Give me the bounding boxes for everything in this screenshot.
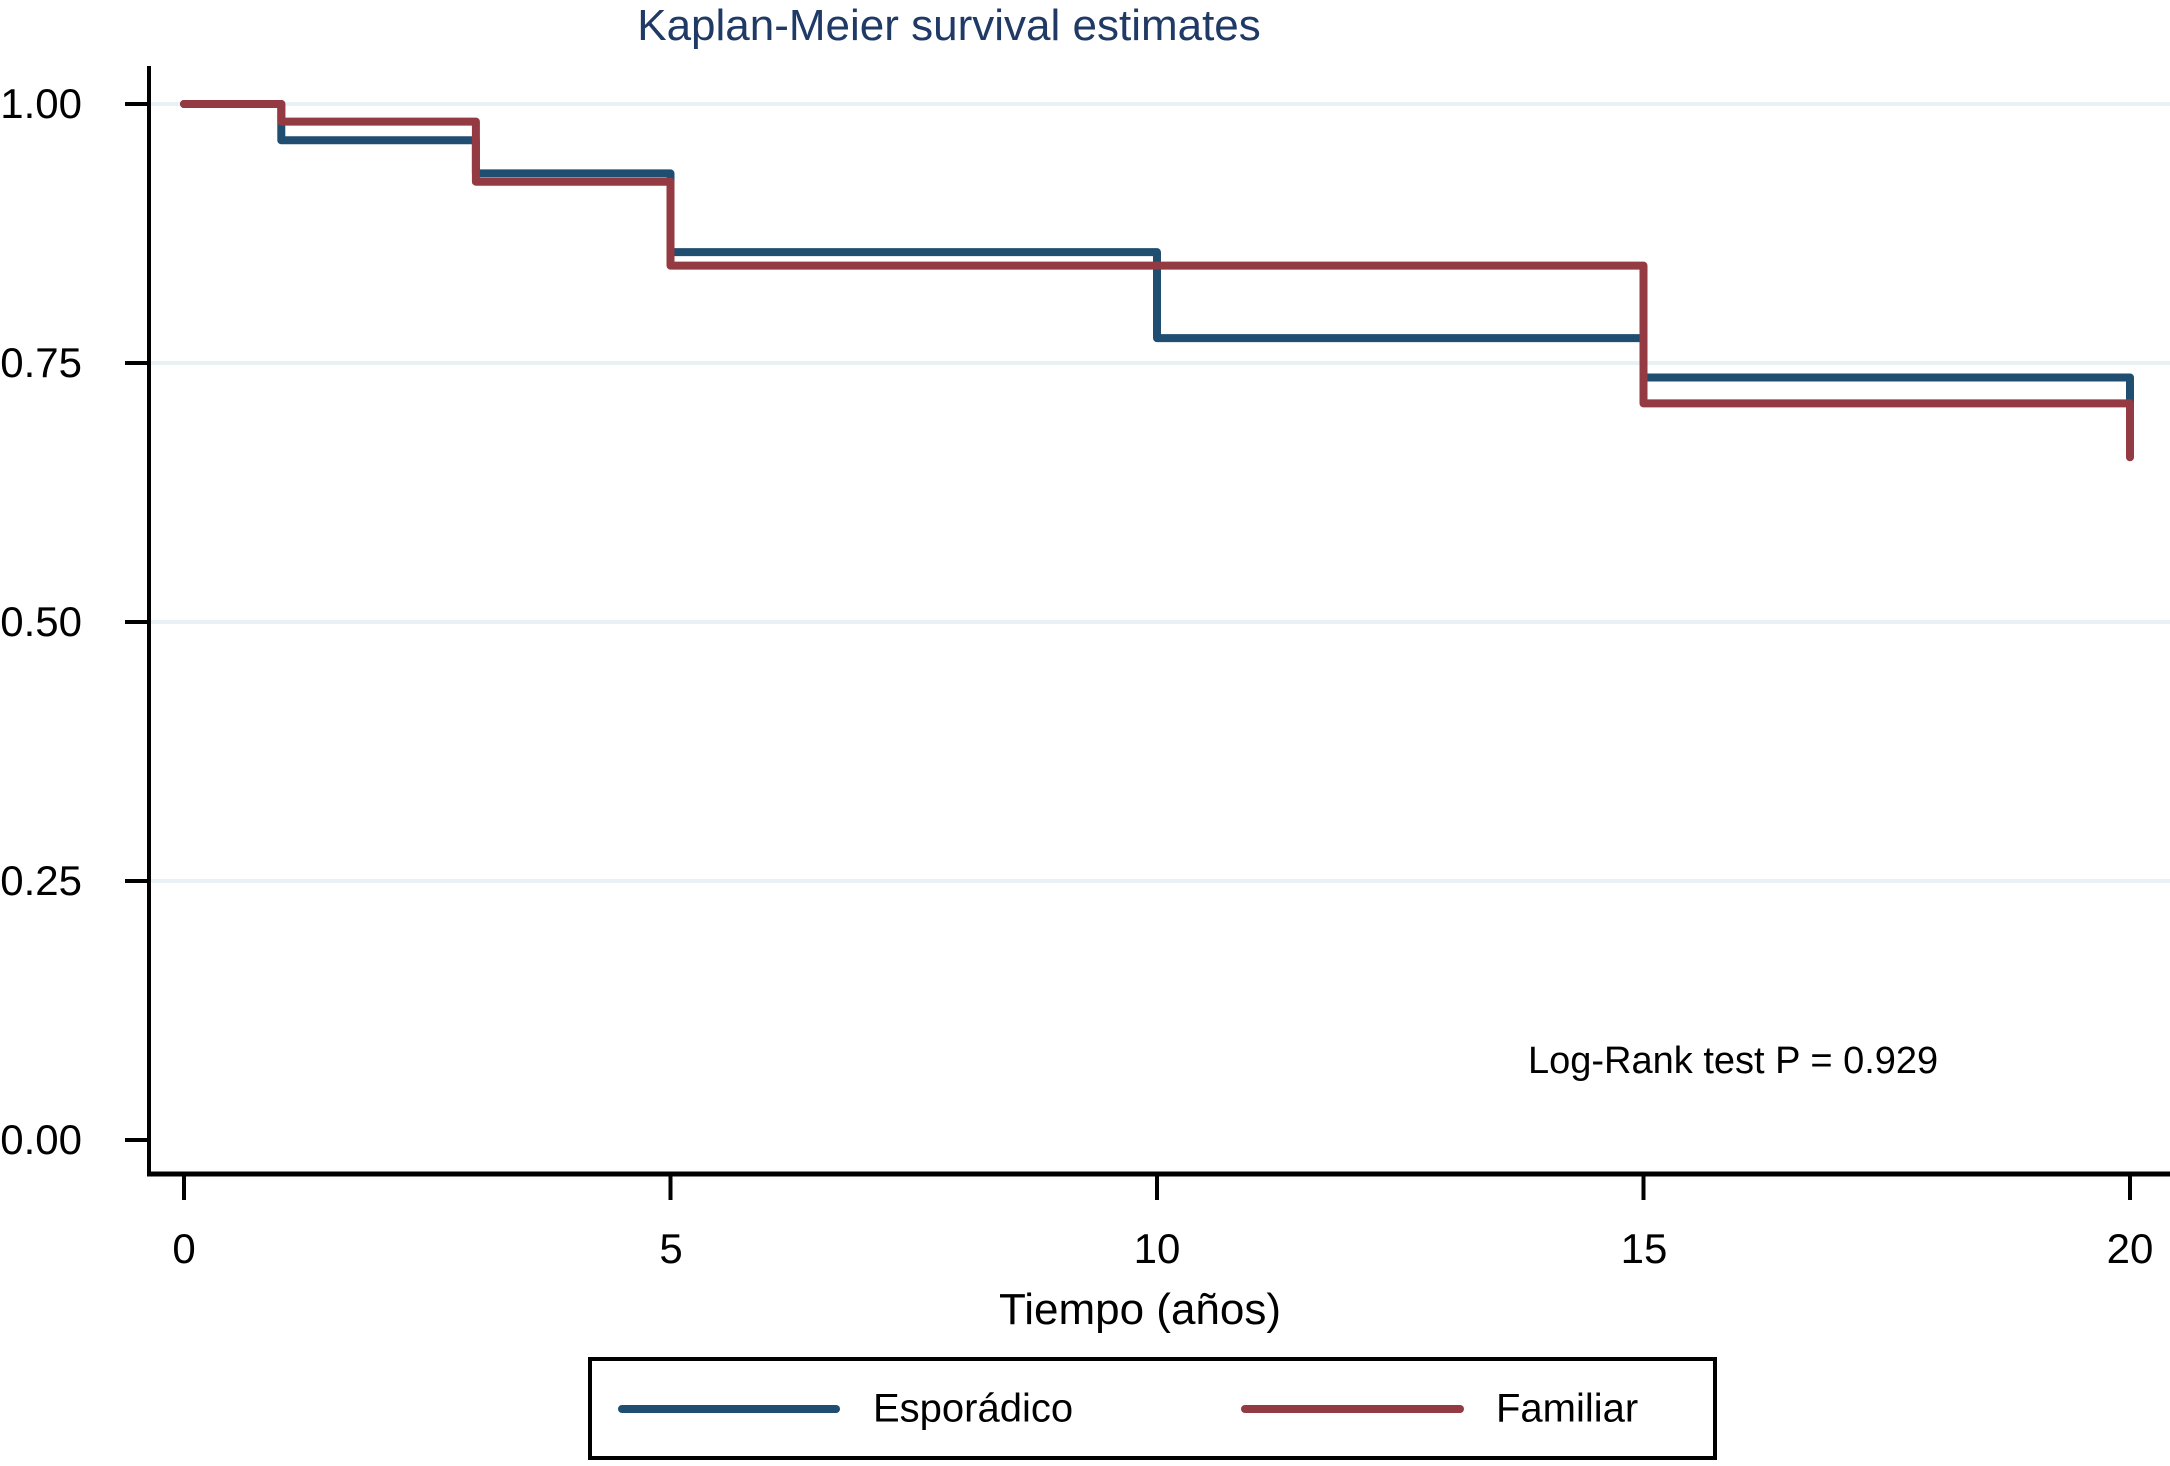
x-axis-title: Tiempo (años) (998, 1285, 1282, 1334)
x-tick-label-20: 20 (2106, 1225, 2154, 1272)
y-tick-label-025: 0.25 (0, 857, 82, 904)
x-tick-label-15: 15 (1620, 1225, 1668, 1272)
x-tick-label-10: 10 (1133, 1225, 1181, 1272)
legend-line-familiar (1241, 1404, 1464, 1413)
log-rank-annotation: Log-Rank test P = 0.929 (1528, 1040, 1939, 1082)
legend-label-familiar: Familiar (1496, 1386, 1639, 1430)
y-tick-label-050: 0.50 (0, 598, 82, 645)
y-tick-label-100: 1.00 (0, 80, 82, 127)
legend-line-esporadico (618, 1404, 840, 1413)
x-tick-label-0: 0 (172, 1225, 196, 1272)
chart-title: Kaplan-Meier survival estimates (637, 1, 1261, 50)
x-tick-label-5: 5 (659, 1225, 683, 1272)
y-tick-label-000: 0.00 (0, 1116, 82, 1163)
y-tick-label-075: 0.75 (0, 339, 82, 386)
legend-label-esporadico: Esporádico (873, 1386, 1074, 1430)
legend: Esporádico Familiar (588, 1357, 1717, 1460)
